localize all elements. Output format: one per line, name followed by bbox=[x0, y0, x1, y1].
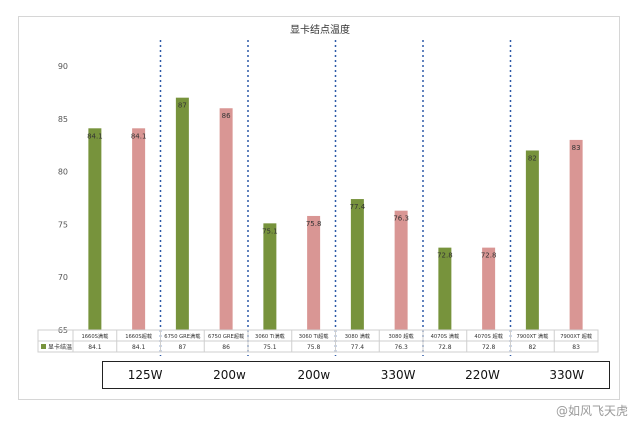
data-label: 72.8 bbox=[481, 252, 497, 260]
category-label: 3060 Ti满载 bbox=[255, 332, 285, 340]
category-label: 4070S 超载 bbox=[474, 332, 503, 340]
category-label: 3080 超载 bbox=[389, 332, 414, 340]
category-label: 6750 GRE满载 bbox=[164, 332, 200, 340]
power-label: 330W bbox=[380, 368, 416, 382]
data-label: 75.1 bbox=[262, 227, 278, 235]
y-tick-label: 80 bbox=[58, 168, 68, 177]
y-tick-label: 75 bbox=[58, 220, 68, 229]
category-label: 3080 满载 bbox=[345, 332, 370, 340]
table-value: 82 bbox=[529, 344, 537, 351]
category-label: 7900XT 超载 bbox=[560, 332, 592, 340]
category-label: 6750 GRE超载 bbox=[208, 332, 244, 340]
bar bbox=[263, 223, 277, 330]
data-label: 87 bbox=[178, 102, 187, 110]
y-tick-label: 90 bbox=[58, 62, 68, 71]
power-label: 220W bbox=[465, 368, 500, 382]
power-label: 125W bbox=[127, 368, 163, 382]
bar bbox=[482, 247, 496, 330]
table-value: 72.8 bbox=[438, 344, 452, 351]
data-label: 84.1 bbox=[131, 132, 147, 140]
power-label: 200w bbox=[297, 368, 331, 382]
data-label: 75.8 bbox=[306, 220, 322, 228]
table-value: 84.1 bbox=[88, 344, 102, 351]
table-value: 75.8 bbox=[307, 344, 321, 351]
table-value: 83 bbox=[572, 344, 580, 351]
bar bbox=[525, 150, 539, 330]
bar bbox=[132, 128, 146, 330]
category-label: 1660S满载 bbox=[81, 332, 108, 340]
table-value: 86 bbox=[222, 344, 230, 351]
data-label: 72.8 bbox=[437, 252, 453, 260]
table-value: 87 bbox=[179, 344, 187, 351]
table-value: 76.3 bbox=[394, 344, 408, 351]
category-label: 4070S 满载 bbox=[431, 332, 460, 340]
category-label: 3060 Ti超载 bbox=[299, 332, 329, 340]
category-label: 7900XT 满载 bbox=[516, 332, 548, 340]
data-label: 82 bbox=[528, 154, 537, 162]
y-tick-label: 70 bbox=[58, 273, 68, 282]
power-label: 200w bbox=[213, 368, 246, 382]
bar bbox=[219, 108, 233, 331]
data-label: 83 bbox=[572, 144, 581, 152]
table-value: 72.8 bbox=[482, 344, 496, 351]
bar bbox=[569, 139, 583, 330]
bar bbox=[88, 128, 102, 330]
bar bbox=[350, 199, 364, 330]
table-value: 75.1 bbox=[263, 344, 277, 351]
bar bbox=[307, 215, 321, 330]
data-label: 76.3 bbox=[393, 215, 409, 223]
chart-frame bbox=[18, 16, 620, 400]
watermark: @如风飞天虎 bbox=[555, 404, 628, 418]
bar bbox=[394, 210, 408, 330]
power-label: 330W bbox=[549, 368, 585, 382]
power-row: 125W 200w 200w 330W 220W 330W bbox=[102, 361, 610, 389]
bar bbox=[175, 97, 189, 331]
chart-title: 显卡结点温度 bbox=[290, 25, 350, 36]
table-value: 84.1 bbox=[132, 344, 146, 351]
legend-swatch bbox=[41, 344, 46, 349]
legend-label: 显卡结温 bbox=[48, 343, 72, 351]
data-label: 84.1 bbox=[87, 132, 103, 140]
data-label: 86 bbox=[222, 112, 231, 120]
data-label: 77.4 bbox=[350, 203, 366, 211]
table-value: 77.4 bbox=[351, 344, 365, 351]
category-label: 1660S超载 bbox=[125, 332, 152, 340]
y-tick-label: 85 bbox=[58, 115, 68, 124]
bar bbox=[438, 247, 452, 330]
